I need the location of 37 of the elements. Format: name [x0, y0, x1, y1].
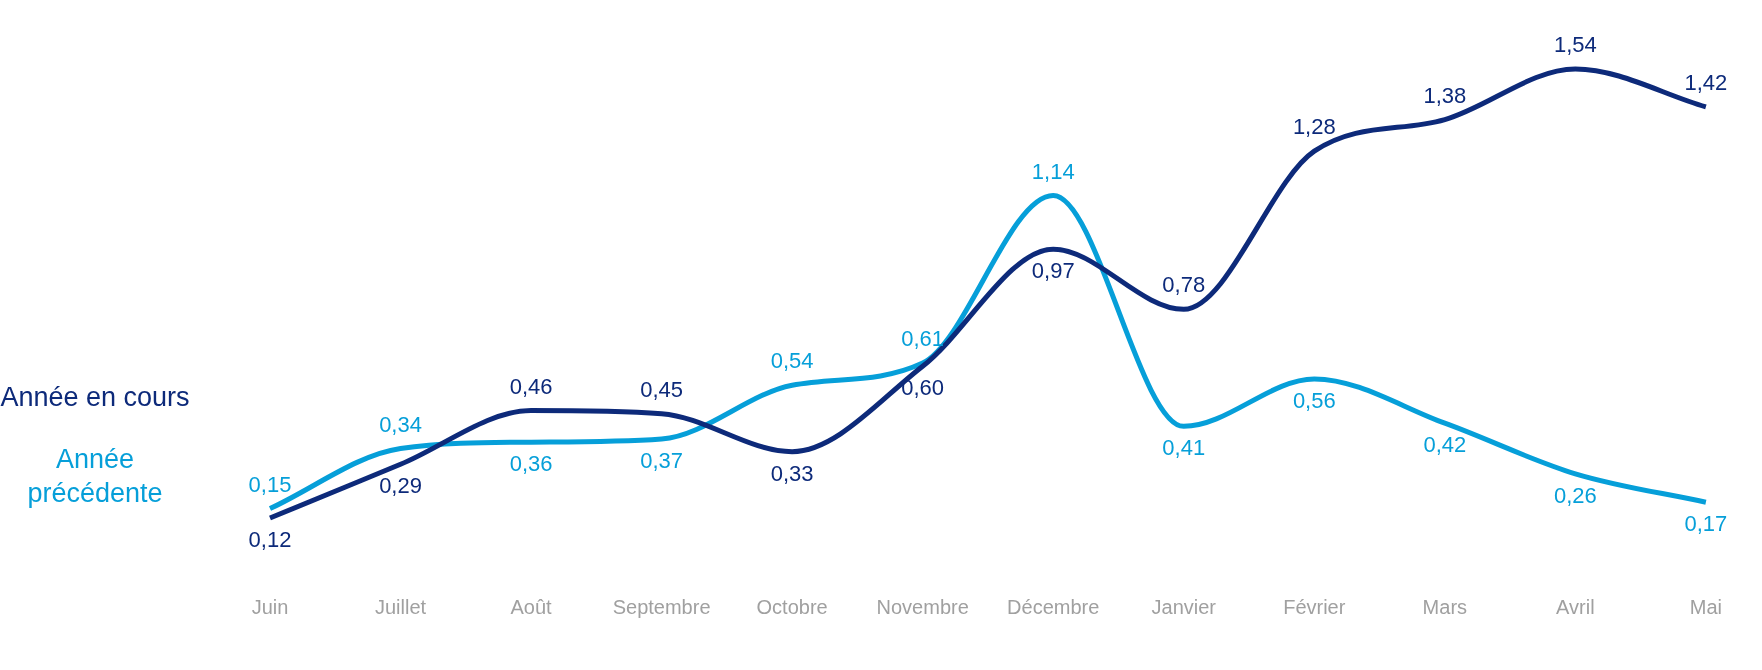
x-tick-label: Août	[510, 595, 553, 618]
data-label: 1,38	[1423, 82, 1467, 108]
x-tick-label: Janvier	[1151, 595, 1217, 618]
data-label: 0,26	[1553, 482, 1597, 508]
x-tick-label: Mars	[1422, 595, 1468, 618]
x-tick-label: Octobre	[756, 595, 828, 618]
data-label: 0,36	[509, 451, 553, 477]
data-label: 0,37	[640, 448, 684, 474]
data-label: 1,14	[1031, 158, 1075, 184]
x-tick-label: Avril	[1556, 595, 1595, 618]
data-label: 0,54	[770, 348, 814, 374]
data-label: 0,34	[379, 411, 422, 437]
x-tick-label: Juin	[251, 595, 289, 618]
data-label: 0,61	[901, 326, 945, 352]
x-tick-label: Septembre	[612, 595, 711, 618]
x-tick-label: Novembre	[876, 595, 969, 618]
data-label: 0,78	[1162, 272, 1206, 298]
data-label: 0,17	[1684, 511, 1728, 537]
data-label: 0,46	[509, 373, 553, 399]
x-tick-label: Mai	[1689, 595, 1722, 618]
x-tick-label: Décembre	[1007, 595, 1100, 618]
data-label: 0,29	[379, 473, 422, 499]
x-tick-label: Février	[1283, 595, 1346, 618]
data-label: 0,33	[770, 460, 814, 486]
data-label: 0,56	[1292, 387, 1336, 413]
data-label: 1,28	[1292, 114, 1336, 140]
text: Année précédente	[26, 443, 164, 510]
data-label: 0,41	[1162, 435, 1206, 461]
data-label: 1,54	[1553, 32, 1597, 58]
data-label: 0,15	[248, 471, 292, 497]
x-tick-label: Juillet	[374, 595, 427, 618]
text: Année en cours	[0, 381, 190, 414]
data-label: 0,12	[248, 527, 292, 553]
data-label: 0,45	[640, 376, 684, 402]
data-label: 0,42	[1423, 432, 1467, 458]
data-label: 0,97	[1031, 258, 1075, 284]
data-label: 1,42	[1684, 69, 1728, 95]
